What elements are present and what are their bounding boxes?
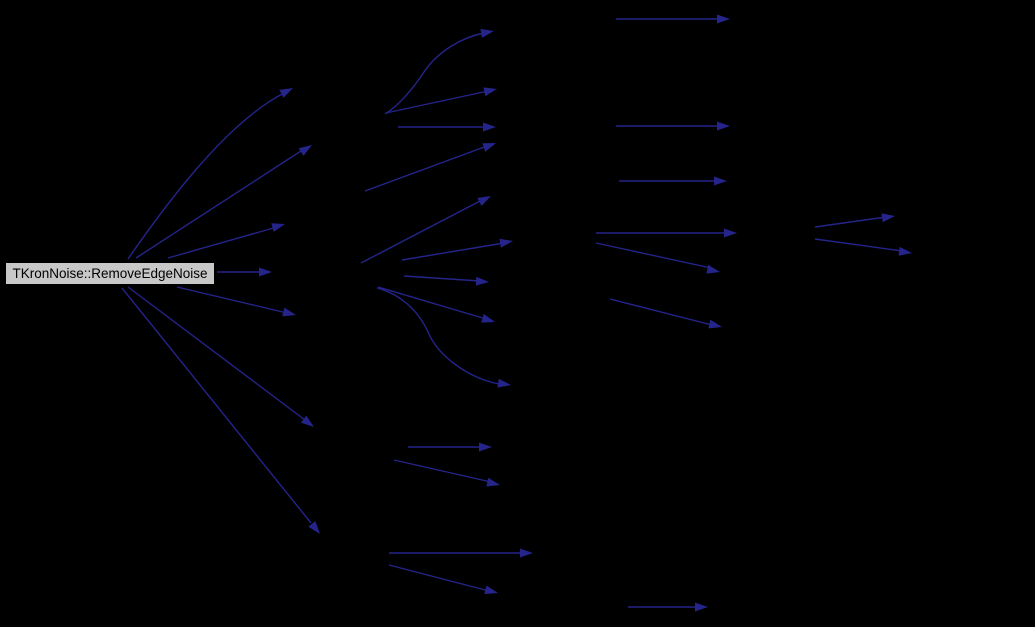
call-edge-mid-c-3: [377, 286, 495, 323]
arrowhead-icon: [259, 267, 272, 277]
call-edge-bottom-2: [388, 564, 498, 595]
arrowhead-icon: [479, 442, 492, 452]
arrowhead-icon: [486, 477, 500, 487]
call-edge-col4-right-1: [814, 213, 895, 228]
arrowhead-icon: [477, 196, 491, 206]
call-edge-mid-c-1: [401, 238, 513, 261]
arrowhead-icon: [481, 314, 495, 323]
arrowhead-icon: [484, 585, 498, 595]
arrowhead-icon: [717, 121, 730, 131]
call-edge-root-child-4: [217, 267, 272, 277]
edge-line: [167, 226, 278, 259]
arrowhead-icon: [717, 14, 730, 24]
call-edge-root-child-1: [127, 88, 293, 260]
edge-line: [384, 32, 485, 115]
edge-line: [403, 275, 481, 282]
edge-line: [385, 90, 489, 114]
root-function-label: TKronNoise::RemoveEdgeNoise: [12, 265, 208, 281]
edge-line: [135, 148, 305, 259]
arrowhead-icon: [881, 213, 895, 223]
edge-line: [376, 287, 500, 385]
call-edge-mid-a-3: [398, 122, 496, 132]
arrowhead-icon: [279, 88, 293, 98]
call-edge-mid-b-1: [364, 143, 496, 192]
arrowhead-icon: [475, 276, 489, 286]
edge-line: [377, 286, 487, 320]
arrowhead-icon: [714, 176, 727, 186]
edge-line: [401, 242, 505, 261]
call-edge-mid-c-2: [403, 275, 489, 286]
edge-line: [388, 564, 490, 592]
arrowhead-icon: [480, 28, 494, 38]
call-edge-col3-mid-3: [609, 298, 722, 329]
call-edge-bottom-right-1: [628, 602, 708, 612]
edge-line: [127, 286, 306, 421]
call-edge-mid-a-1: [384, 28, 494, 115]
call-edge-root-child-7: [121, 287, 320, 534]
arrowhead-icon: [483, 122, 496, 132]
call-edge-root-child-6: [127, 286, 314, 427]
call-edge-col4-right-2: [814, 238, 912, 256]
call-edge-lower-mid-2: [393, 459, 500, 487]
arrowhead-icon: [708, 319, 722, 329]
call-edge-root-child-3: [167, 223, 285, 259]
edge-line: [814, 216, 887, 228]
call-edge-root-child-5: [176, 286, 296, 317]
arrowhead-icon: [482, 143, 496, 152]
arrowhead-icon: [282, 307, 296, 317]
edge-line: [595, 242, 712, 269]
arrowhead-icon: [483, 87, 497, 97]
root-function-node[interactable]: TKronNoise::RemoveEdgeNoise: [5, 262, 215, 285]
call-edge-mid-b-2: [360, 196, 491, 264]
arrowhead-icon: [308, 521, 320, 534]
arrowhead-icon: [520, 548, 533, 558]
call-edge-lower-mid-1: [408, 442, 492, 452]
arrowhead-icon: [271, 223, 285, 232]
edge-line: [364, 145, 488, 192]
arrowhead-icon: [706, 264, 720, 274]
call-edge-col3-mid-1: [596, 228, 737, 238]
edge-line: [121, 287, 312, 524]
call-edge-bottom-1: [389, 548, 533, 558]
arrowhead-icon: [499, 238, 513, 248]
call-edge-mid-a-2: [385, 87, 497, 114]
arrowhead-icon: [695, 602, 708, 612]
call-edge-col3-top-2: [616, 121, 730, 131]
call-edge-col3-top-1: [616, 14, 730, 24]
edge-line: [360, 199, 483, 264]
edge-line: [609, 298, 713, 326]
call-edge-root-child-2: [135, 145, 312, 259]
edge-line: [176, 286, 288, 314]
arrowhead-icon: [298, 145, 312, 156]
call-edge-col3-top-3: [619, 176, 727, 186]
arrowhead-icon: [300, 415, 314, 427]
call-edge-mid-c-4: [376, 287, 511, 388]
edge-line: [127, 92, 285, 260]
arrowhead-icon: [497, 378, 511, 388]
arrowhead-icon: [724, 228, 737, 238]
call-edge-col3-mid-2: [595, 242, 720, 274]
arrowhead-icon: [898, 246, 912, 256]
edge-line: [393, 459, 492, 483]
edge-line: [814, 238, 903, 252]
